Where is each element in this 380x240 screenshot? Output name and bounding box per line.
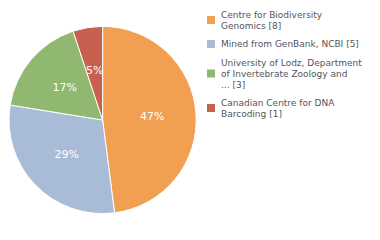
svg-text:Genomics [8]: Genomics [8]: [221, 21, 281, 31]
svg-text:29%: 29%: [55, 148, 79, 161]
svg-text:... [3]: ... [3]: [221, 80, 245, 90]
svg-text:Centre for Biodiversity: Centre for Biodiversity: [221, 10, 323, 20]
svg-text:Canadian Centre for DNA: Canadian Centre for DNA: [221, 98, 335, 108]
svg-text:5%: 5%: [86, 64, 103, 77]
svg-text:47%: 47%: [140, 110, 164, 123]
svg-text:17%: 17%: [52, 81, 76, 94]
svg-text:Barcoding [1]: Barcoding [1]: [221, 109, 282, 119]
svg-text:of Invertebrate Zoology and: of Invertebrate Zoology and: [221, 69, 347, 79]
svg-text:Mined from GenBank, NCBI [5]: Mined from GenBank, NCBI [5]: [221, 39, 359, 49]
svg-text:University of Lodz, Department: University of Lodz, Department: [221, 58, 362, 68]
